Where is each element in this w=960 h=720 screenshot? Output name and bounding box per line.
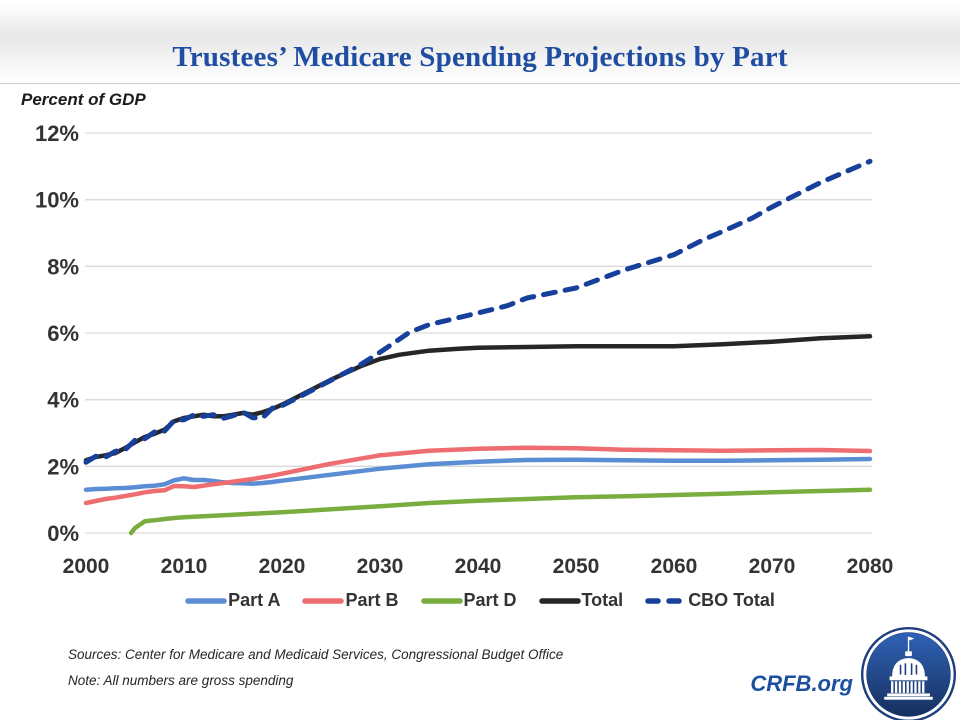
series-line-cbo-total bbox=[83, 158, 873, 465]
legend-item-cbo-total: CBO Total bbox=[645, 590, 775, 611]
x-tick-label: 2060 bbox=[651, 555, 698, 578]
logo-white-ring bbox=[863, 629, 954, 720]
series-line-part-a bbox=[83, 456, 873, 492]
series-line-total bbox=[83, 334, 873, 463]
x-tick-label: 2070 bbox=[749, 555, 796, 578]
capitol-dome-logo-icon bbox=[860, 626, 957, 720]
series-line-part-b bbox=[83, 445, 873, 506]
legend-swatch-part-b bbox=[302, 597, 345, 604]
y-axis-labels: 0% 2% 4% 6% 8% 10% 12% bbox=[35, 121, 79, 546]
x-axis-labels: 2000 2010 2020 2030 2040 2050 2060 2070 2080 bbox=[63, 555, 894, 578]
note-line: Note: All numbers are gross spending bbox=[68, 672, 294, 688]
gridlines bbox=[85, 132, 872, 534]
chart-series bbox=[83, 158, 873, 536]
legend-label-part-b: Part B bbox=[345, 590, 399, 610]
series-line-part-d bbox=[128, 487, 873, 536]
legend-swatch-part-a bbox=[185, 597, 227, 604]
legend-item-total: Total bbox=[538, 590, 624, 611]
y-tick-label: 12% bbox=[35, 121, 79, 146]
legend-item-part-b: Part B bbox=[302, 590, 399, 611]
legend-item-part-a: Part A bbox=[185, 590, 280, 611]
x-tick-label: 2030 bbox=[357, 555, 404, 578]
x-tick-label: 2010 bbox=[161, 555, 208, 578]
legend-label-total: Total bbox=[581, 590, 624, 610]
legend-label-part-a: Part A bbox=[228, 590, 281, 610]
legend-swatch-part-d bbox=[420, 597, 463, 604]
header-band bbox=[0, 0, 960, 84]
x-tick-label: 2050 bbox=[553, 555, 600, 578]
y-tick-label: 10% bbox=[35, 188, 79, 213]
legend-label-cbo-total: CBO Total bbox=[688, 590, 775, 610]
x-tick-label: 2080 bbox=[847, 555, 894, 578]
x-tick-label: 2020 bbox=[259, 555, 306, 578]
y-tick-label: 0% bbox=[47, 521, 79, 546]
page-title: Trustees’ Medicare Spending Projections … bbox=[172, 41, 788, 73]
y-tick-label: 8% bbox=[47, 254, 79, 279]
footnotes: Sources: Center for Medicare and Medicai… bbox=[68, 648, 563, 687]
x-tick-label: 2000 bbox=[63, 555, 110, 578]
legend-swatch-total bbox=[538, 597, 581, 604]
dome-detail bbox=[899, 663, 918, 675]
y-tick-label: 4% bbox=[47, 388, 79, 413]
crfb-brand: CRFB.org bbox=[750, 671, 853, 696]
y-axis-title: Percent of GDP bbox=[21, 90, 146, 109]
legend-label-part-d: Part D bbox=[463, 590, 517, 610]
y-tick-label: 6% bbox=[47, 321, 79, 346]
sources-line: Sources: Center for Medicare and Medicai… bbox=[68, 647, 564, 662]
legend-swatch-cbo-total bbox=[645, 597, 687, 604]
legend-item-part-d: Part D bbox=[420, 590, 517, 611]
chart-legend: Part A Part B Part D Total CBO Total bbox=[0, 590, 960, 611]
y-tick-label: 2% bbox=[47, 454, 79, 479]
x-tick-label: 2040 bbox=[455, 555, 502, 578]
